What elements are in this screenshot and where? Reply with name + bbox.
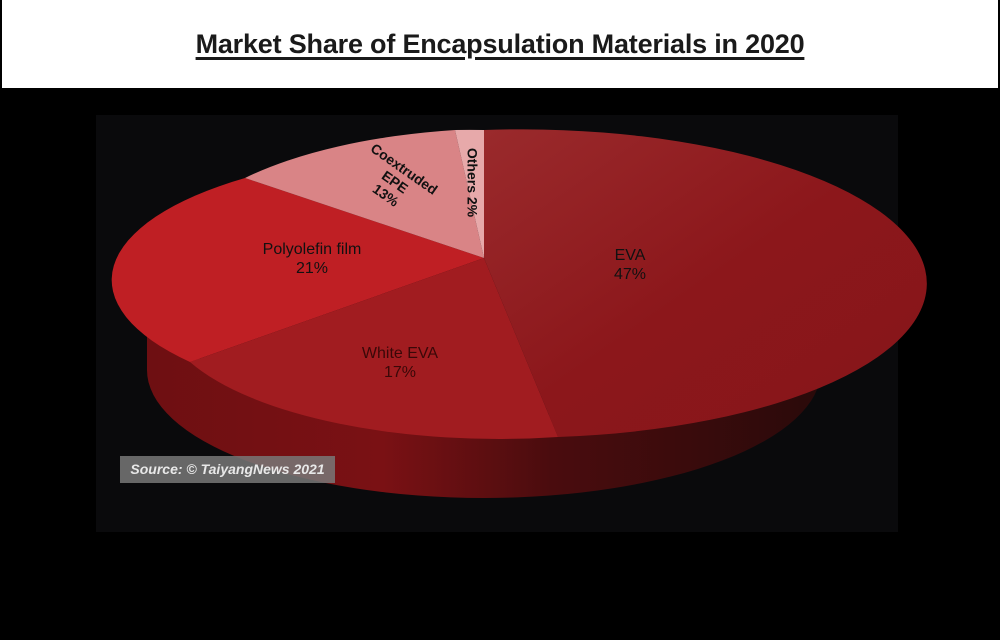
label-white-eva-pct: 17% (383, 364, 417, 381)
label-white-eva: White EVA 17% (340, 344, 460, 382)
title-bar: Market Share of Encapsulation Materials … (2, 0, 998, 88)
slice-polyolefin-film[interactable] (111, 178, 485, 362)
label-polyolefin-pct: 21% (295, 260, 329, 277)
slice-white-eva[interactable] (190, 258, 558, 439)
label-others: Others 2% (463, 133, 482, 233)
pie-side-wall (147, 290, 821, 498)
label-eva: EVA 47% (590, 246, 670, 284)
label-polyolefin-film: Polyolefin film 21% (242, 240, 382, 278)
label-eva-pct: 47% (613, 266, 647, 283)
slice-coextruded-epe[interactable] (245, 130, 484, 258)
slice-eva[interactable] (484, 129, 927, 437)
source-caption: Source: © TaiyangNews 2021 (120, 456, 335, 483)
label-eva-name: EVA (614, 247, 646, 264)
label-others-text: Others 2% (464, 147, 481, 218)
label-polyolefin-name: Polyolefin film (262, 241, 362, 258)
slice-others[interactable] (455, 129, 484, 258)
chart-title: Market Share of Encapsulation Materials … (195, 28, 805, 59)
label-white-eva-name: White EVA (361, 345, 439, 362)
